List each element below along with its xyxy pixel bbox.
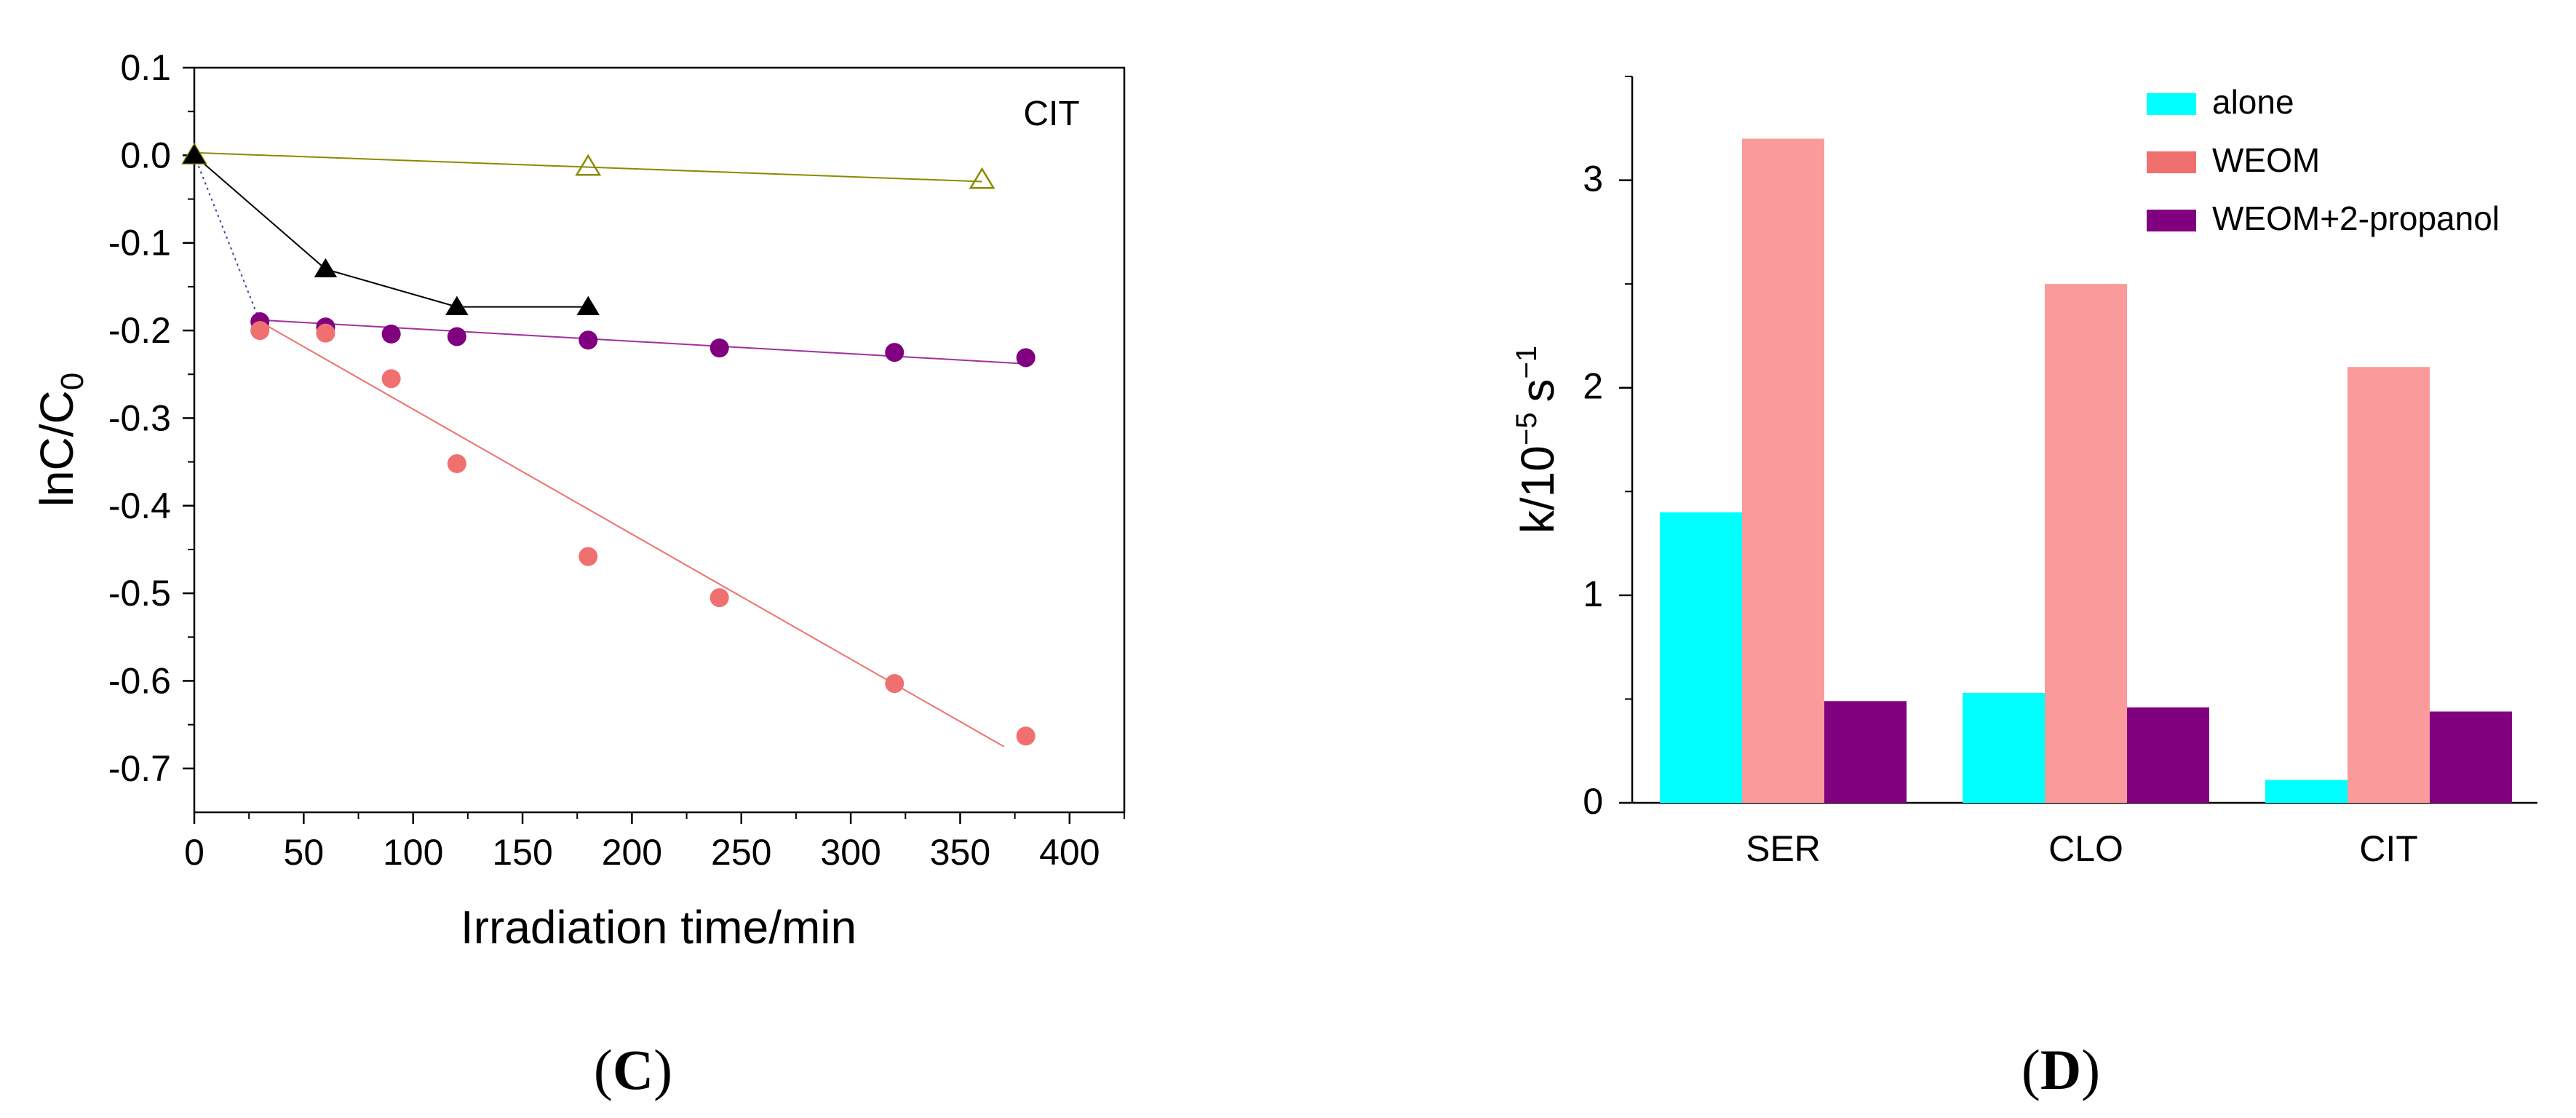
panel-c-y-axis-title-main: lnC/C	[31, 390, 83, 507]
panel-c-point-salmon-circle	[447, 453, 466, 473]
panel-c-y-tick-label: -0.6	[108, 660, 171, 701]
panel-c-y-tick-label: -0.4	[108, 485, 171, 526]
panel-c-point-salmon-circle	[381, 369, 401, 389]
panel-d-legend-swatch	[2147, 93, 2196, 115]
caption-d-close: )	[2081, 1038, 2100, 1101]
panel-d-legend-label: alone	[2212, 83, 2294, 121]
panel-d-legend-swatch	[2147, 210, 2196, 231]
panel-c-point-purple-circle	[579, 330, 598, 350]
panel-c-point-open-triangle	[969, 167, 995, 189]
panel-c-point-purple-circle	[447, 327, 466, 346]
panel-d-bar-cit-weom-2-propanol	[2430, 711, 2512, 803]
panel-c-y-tick-label: 0.0	[120, 135, 171, 175]
panel-c-y-tick-label: -0.1	[108, 223, 171, 263]
panel-c-y-axis-title-sub: 0	[55, 373, 90, 390]
caption-c: (C)	[594, 1038, 672, 1101]
panel-d-bar-ser-alone	[1660, 512, 1742, 803]
panel-c-point-purple-circle	[885, 343, 905, 362]
panel-d-bar-clo-weom-2-propanol	[2127, 707, 2209, 803]
panel-c-fit-line-salmon-circle	[259, 321, 1005, 748]
caption-d: (D)	[2022, 1038, 2100, 1101]
panel-d-y-axis-title: k/10−5 s−1	[1511, 346, 1564, 534]
panel-c-x-tick-label: 50	[284, 832, 325, 873]
panel-d-y-ticks: 0 1 2 3	[1583, 76, 1632, 822]
panel-d-y-tick-label: 0	[1583, 781, 1603, 822]
panel-d-y-axis-title-unit: s	[1511, 379, 1564, 403]
panel-c-point-purple-circle	[709, 338, 729, 358]
panel-d-legend: alone WEOM WEOM+2-propanol	[2147, 83, 2500, 237]
caption-c-close: )	[653, 1038, 672, 1101]
panel-d-category-label: CLO	[2048, 828, 2123, 869]
panel-d-bars	[1660, 138, 2512, 804]
panel-d-bar-ser-weom	[1742, 138, 1824, 804]
panel-c-point-black-triangle	[445, 296, 469, 315]
panel-c-x-tick-label: 300	[820, 832, 880, 873]
panel-c-x-tick-label: 200	[602, 832, 662, 873]
panel-c-x-ticks: 0 50 100 150 200 250 300 350 400	[184, 812, 1125, 873]
panel-c-y-ticks: 0.1 0.0 -0.1 -0.2 -0.3 -0.4 -0.5 -0.6 -0.7	[108, 47, 194, 789]
panel-d-category-label: CIT	[2359, 828, 2418, 869]
panel-c-point-salmon-circle	[250, 321, 270, 341]
panel-c-point-black-triangle	[183, 144, 206, 164]
panel-c-point-black-triangle	[576, 296, 600, 315]
panel-d-y-axis-title-main: k/10	[1511, 445, 1564, 534]
panel-c-point-open-triangle	[575, 154, 602, 176]
panel-c-point-salmon-circle	[709, 588, 729, 608]
panel-c-x-tick-label: 0	[184, 832, 204, 873]
panel-c-series	[181, 142, 1035, 748]
panel-c-x-tick-label: 100	[383, 832, 443, 873]
panel-d-legend-label: WEOM	[2212, 141, 2320, 179]
panel-c-x-axis-title: Irradiation time/min	[461, 901, 856, 954]
panel-c-point-salmon-circle	[316, 323, 335, 343]
panel-c-y-tick-label: 0.1	[120, 47, 171, 88]
panel-d-y-tick-label: 1	[1583, 574, 1603, 614]
panel-c-point-salmon-circle	[579, 547, 598, 566]
panel-d-y-axis-title-exp2: −1	[1511, 346, 1543, 379]
panel-c-y-axis-title-group: lnC/C0	[31, 373, 90, 507]
caption-c-open: (	[594, 1038, 613, 1101]
panel-c-point-salmon-circle	[885, 674, 905, 694]
panel-d-bar-clo-alone	[1963, 692, 2045, 803]
panel-c-plot-frame	[193, 66, 1126, 814]
panel-d-bar-clo-weom	[2045, 284, 2127, 804]
panel-d-y-axis-title-group: k/10−5 s−1	[1511, 346, 1564, 534]
caption-d-open: (	[2022, 1038, 2040, 1101]
panel-c-y-axis-title: lnC/C0	[31, 373, 90, 507]
panel-c-point-purple-circle	[1016, 348, 1035, 368]
panel-c-point-black-triangle	[314, 258, 338, 278]
panel-c-fit-line-open-triangle	[194, 151, 982, 183]
panel-d-bar-ser-weom-2-propanol	[1824, 701, 1907, 803]
panel-c-connect-line-black-triangle	[194, 154, 589, 308]
panel-c-y-tick-label: -0.2	[108, 310, 171, 351]
panel-d-y-tick-label: 2	[1583, 366, 1603, 407]
panel-c-y-tick-label: -0.3	[108, 397, 171, 438]
panel-d-category-label: SER	[1746, 828, 1821, 869]
panel-d-y-tick-label: 3	[1583, 159, 1603, 199]
panel-d-bar-cit-weom	[2348, 367, 2430, 803]
panel-c-y-tick-label: -0.5	[108, 573, 171, 614]
panel-c-annotation: CIT	[1023, 95, 1079, 133]
panel-c-point-salmon-circle	[1016, 726, 1035, 746]
panel-c-x-tick-label: 150	[492, 832, 552, 873]
panel-c-point-purple-circle	[381, 324, 401, 344]
panel-c-y-tick-label: -0.7	[108, 748, 171, 789]
caption-d-letter: D	[2040, 1038, 2081, 1101]
panel-d-y-axis-title-exp1: −5	[1511, 413, 1543, 446]
panel-d-legend-label: WEOM+2-propanol	[2212, 199, 2500, 237]
panel-d-bar-cit-alone	[2265, 780, 2348, 803]
caption-c-letter: C	[613, 1038, 653, 1101]
panel-c-x-tick-label: 250	[711, 832, 771, 873]
panel-c-chart: 0.1 0.0 -0.1 -0.2 -0.3 -0.4 -0.5 -0.6 -0.7 0 50 10…	[31, 47, 1126, 954]
panel-c-x-tick-label: 350	[930, 832, 990, 873]
panel-c-x-tick-label: 400	[1039, 832, 1100, 873]
panel-d-category-labels: SER CLO CIT	[1746, 828, 2418, 869]
panel-c-dotted-link	[194, 154, 261, 322]
panel-d-legend-swatch	[2147, 151, 2196, 173]
